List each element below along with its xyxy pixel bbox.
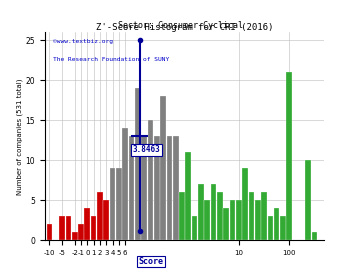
Bar xyxy=(211,184,216,240)
Bar xyxy=(204,200,210,240)
Bar xyxy=(141,136,147,240)
Bar xyxy=(242,168,248,240)
Bar xyxy=(305,160,311,240)
Bar xyxy=(217,192,223,240)
Bar xyxy=(46,224,52,240)
Y-axis label: Number of companies (531 total): Number of companies (531 total) xyxy=(16,78,23,195)
Bar xyxy=(192,216,197,240)
Bar xyxy=(167,136,172,240)
Bar xyxy=(248,192,254,240)
Text: ©www.textbiz.org: ©www.textbiz.org xyxy=(53,39,113,44)
Bar xyxy=(185,152,191,240)
Text: Score: Score xyxy=(139,257,163,266)
Bar xyxy=(255,200,261,240)
Bar xyxy=(122,128,128,240)
Bar xyxy=(110,168,116,240)
Bar xyxy=(135,88,141,240)
Bar xyxy=(287,72,292,240)
Bar xyxy=(72,232,77,240)
Text: The Research Foundation of SUNY: The Research Foundation of SUNY xyxy=(53,57,170,62)
Bar xyxy=(78,224,84,240)
Bar xyxy=(261,192,267,240)
Bar xyxy=(66,216,71,240)
Bar xyxy=(148,120,153,240)
Title: Z'-Score Histogram for CRI (2016): Z'-Score Histogram for CRI (2016) xyxy=(96,23,273,32)
Bar xyxy=(97,192,103,240)
Bar xyxy=(274,208,279,240)
Bar xyxy=(179,192,185,240)
Bar xyxy=(129,136,134,240)
Bar xyxy=(116,168,122,240)
Bar xyxy=(280,216,286,240)
Bar xyxy=(312,232,318,240)
Bar xyxy=(160,96,166,240)
Bar xyxy=(154,136,159,240)
Bar xyxy=(267,216,273,240)
Bar xyxy=(198,184,204,240)
Bar xyxy=(59,216,65,240)
Bar xyxy=(103,200,109,240)
Bar xyxy=(91,216,96,240)
Bar xyxy=(223,208,229,240)
Bar xyxy=(173,136,179,240)
Bar xyxy=(230,200,235,240)
Text: 3.8463: 3.8463 xyxy=(133,145,161,154)
Text: Sector: Consumer Cyclical: Sector: Consumer Cyclical xyxy=(117,21,243,30)
Bar xyxy=(236,200,242,240)
Bar xyxy=(85,208,90,240)
